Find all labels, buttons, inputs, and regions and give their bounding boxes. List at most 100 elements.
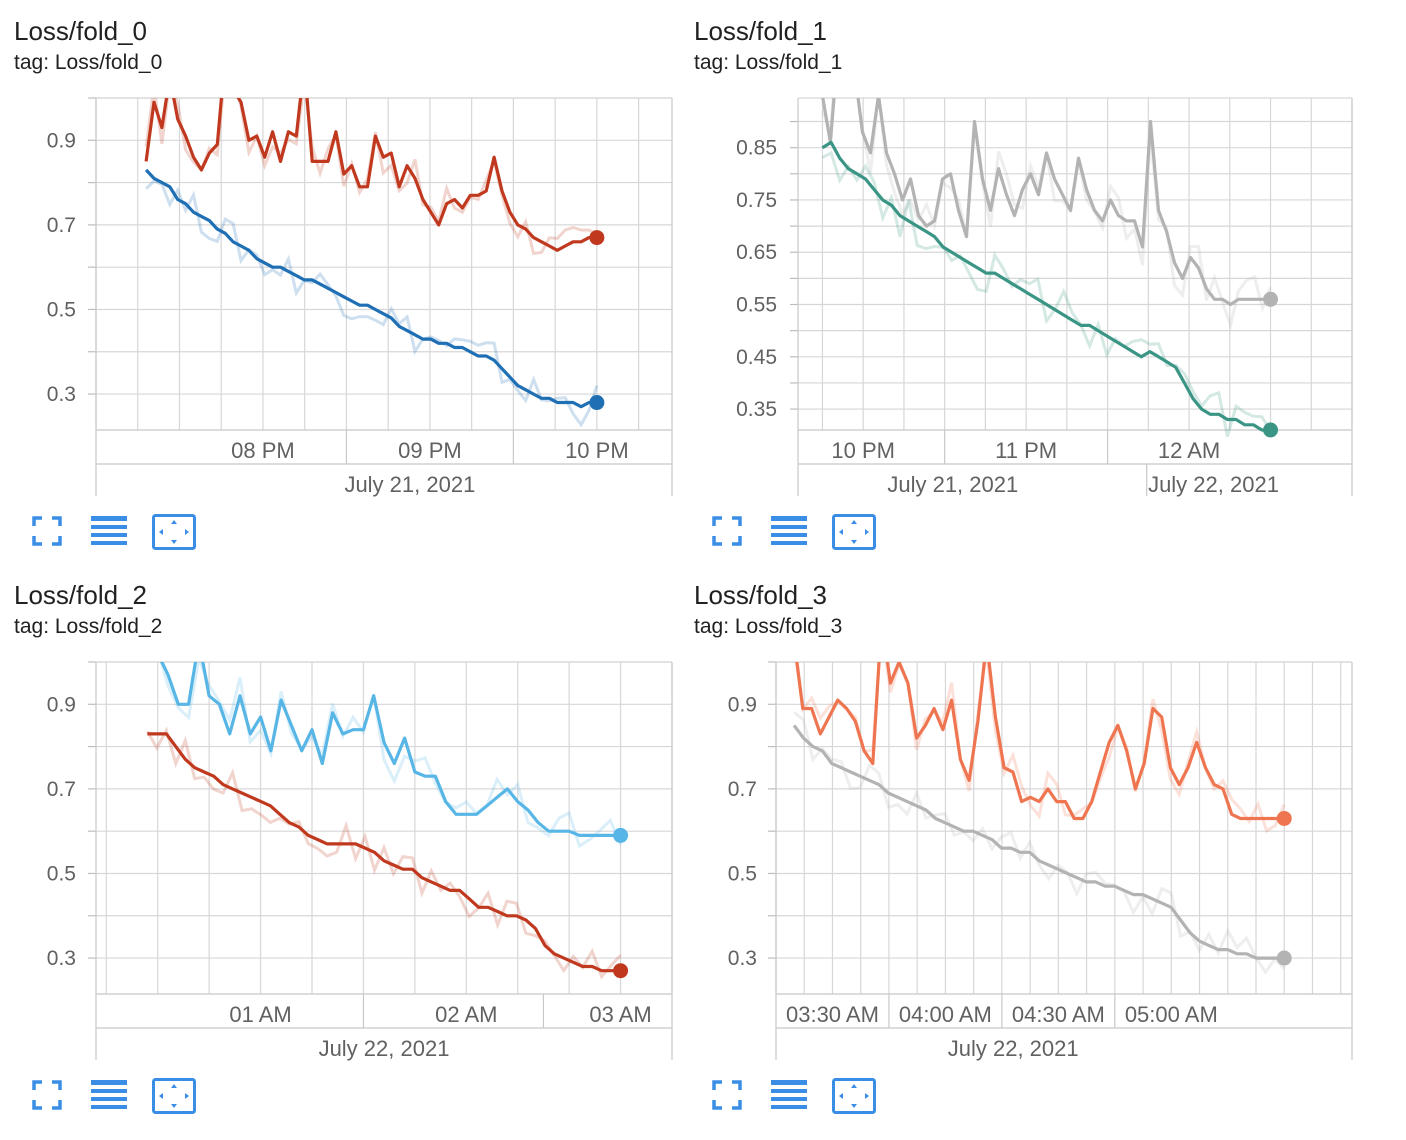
grid bbox=[88, 661, 673, 994]
y-tick-label: 0.9 bbox=[728, 693, 757, 716]
series-line[interactable] bbox=[821, 43, 1271, 307]
y-tick-label: 0.7 bbox=[728, 778, 757, 801]
date-label: July 22, 2021 bbox=[948, 1036, 1079, 1061]
chart-tag: tag: Loss/fold_2 bbox=[14, 615, 163, 638]
date-label: July 22, 2021 bbox=[1148, 472, 1279, 497]
y-axis: 0.85 0.75 0.65 0.55 0.45 0.35 bbox=[736, 137, 777, 421]
y-tick-label: 0.9 bbox=[47, 693, 76, 716]
y-tick-label: 0.9 bbox=[47, 129, 76, 152]
fit-domain-icon[interactable] bbox=[152, 514, 196, 550]
series-line[interactable] bbox=[144, 168, 597, 409]
y-tick-label: 0.45 bbox=[736, 346, 777, 369]
y-tick-label: 0.55 bbox=[736, 294, 777, 317]
line-chart[interactable]: 01 AM 02 AM 03 AM July 22, 2021 0.9 0.7 0.5 0.3 bbox=[0, 564, 700, 1064]
y-axis: 0.9 0.7 0.5 0.3 bbox=[728, 693, 757, 970]
fullscreen-icon[interactable] bbox=[30, 514, 64, 548]
chart-card-fold-1: Loss/fold_1 tag: Loss/fold_1 10 PM 11 PM 1… bbox=[680, 0, 1380, 560]
line-chart[interactable]: 08 PM 09 PM 10 PM July 21, 2021 0.9 0.7 0.5 0.3 bbox=[0, 0, 700, 500]
series-raw-line bbox=[793, 711, 1286, 975]
x-tick-label: 04:30 AM bbox=[1012, 1002, 1105, 1027]
fullscreen-icon[interactable] bbox=[710, 1078, 744, 1112]
y-tick-label: 0.3 bbox=[47, 947, 76, 970]
fullscreen-icon[interactable] bbox=[30, 1078, 64, 1112]
series-endpoint[interactable] bbox=[1263, 291, 1279, 307]
series-raw-line bbox=[159, 662, 622, 849]
series-line[interactable] bbox=[821, 140, 1271, 432]
x-tick-label: 05:00 AM bbox=[1125, 1002, 1218, 1027]
x-tick-label: 12 AM bbox=[1158, 438, 1220, 463]
date-label: July 21, 2021 bbox=[344, 472, 475, 497]
chart-title: Loss/fold_1 bbox=[694, 16, 827, 46]
chart-card-fold-0: Loss/fold_0 tag: Loss/fold_0 08 PM 09 PM 1… bbox=[0, 0, 700, 560]
series-endpoint[interactable] bbox=[613, 827, 629, 843]
chart-tag: tag: Loss/fold_3 bbox=[694, 615, 843, 638]
x-tick-label: 03:30 AM bbox=[786, 1002, 879, 1027]
y-tick-label: 0.5 bbox=[47, 862, 76, 885]
chart-title: Loss/fold_2 bbox=[14, 580, 147, 610]
chart-title: Loss/fold_3 bbox=[694, 580, 827, 610]
y-tick-label: 0.65 bbox=[736, 241, 777, 264]
toggle-log-icon[interactable] bbox=[770, 1078, 807, 1112]
chart-card-fold-3: Loss/fold_3 tag: Loss/fold_3 03:30 AM 04:… bbox=[680, 564, 1380, 1124]
fullscreen-icon[interactable] bbox=[710, 514, 744, 548]
fit-domain-icon[interactable] bbox=[152, 1078, 196, 1114]
x-axis: 03:30 AM 04:00 AM 04:30 AM 05:00 AM July 22,… bbox=[775, 661, 1353, 1061]
series-raw-line bbox=[821, 150, 1272, 438]
y-tick-label: 0.5 bbox=[728, 862, 757, 885]
y-tick-label: 0.5 bbox=[47, 298, 76, 321]
grid bbox=[88, 97, 672, 430]
series-line[interactable] bbox=[144, 56, 597, 252]
y-tick-label: 0.3 bbox=[47, 383, 76, 406]
series-raw-line bbox=[145, 179, 599, 428]
series-group bbox=[144, 56, 599, 428]
series-line[interactable] bbox=[147, 732, 621, 973]
x-tick-label: 04:00 AM bbox=[899, 1002, 992, 1027]
fit-domain-icon[interactable] bbox=[832, 1078, 876, 1114]
x-tick-label: 10 PM bbox=[831, 438, 895, 463]
grid bbox=[790, 98, 1353, 430]
chart-tag: tag: Loss/fold_1 bbox=[694, 51, 843, 74]
date-label: July 21, 2021 bbox=[887, 472, 1018, 497]
series-line[interactable] bbox=[794, 620, 1285, 821]
series-raw-line bbox=[146, 726, 622, 980]
y-tick-label: 0.85 bbox=[736, 137, 777, 160]
toggle-log-icon[interactable] bbox=[90, 514, 127, 548]
series-group bbox=[792, 620, 1286, 975]
series-line[interactable] bbox=[147, 641, 621, 837]
y-tick-label: 0.75 bbox=[736, 189, 777, 212]
chart-tag: tag: Loss/fold_0 bbox=[14, 51, 163, 74]
series-endpoint[interactable] bbox=[589, 230, 605, 246]
grid bbox=[768, 661, 1352, 994]
toggle-log-icon[interactable] bbox=[90, 1078, 127, 1112]
y-tick-label: 0.7 bbox=[47, 214, 76, 237]
x-tick-label: 09 PM bbox=[398, 438, 462, 463]
line-chart[interactable]: 10 PM 11 PM 12 AM July 21, 2021 July 22, 202… bbox=[680, 0, 1380, 500]
series-group bbox=[821, 43, 1272, 438]
y-tick-label: 0.35 bbox=[736, 398, 777, 421]
x-tick-label: 02 AM bbox=[435, 1002, 497, 1027]
series-endpoint[interactable] bbox=[1276, 810, 1292, 826]
series-endpoint[interactable] bbox=[1263, 422, 1279, 438]
toggle-log-icon[interactable] bbox=[770, 514, 807, 548]
x-axis: 08 PM 09 PM 10 PM July 21, 2021 bbox=[95, 97, 673, 497]
chart-title: Loss/fold_0 bbox=[14, 16, 147, 46]
line-chart[interactable]: 03:30 AM 04:00 AM 04:30 AM 05:00 AM July 22,… bbox=[680, 564, 1380, 1064]
series-endpoint[interactable] bbox=[1276, 950, 1292, 966]
x-tick-label: 03 AM bbox=[589, 1002, 651, 1027]
x-axis: 01 AM 02 AM 03 AM July 22, 2021 bbox=[95, 661, 673, 1061]
series-endpoint[interactable] bbox=[613, 963, 629, 979]
y-tick-label: 0.3 bbox=[728, 947, 757, 970]
x-axis: 10 PM 11 PM 12 AM July 21, 2021 July 22, 202… bbox=[797, 97, 1353, 497]
y-axis: 0.9 0.7 0.5 0.3 bbox=[47, 693, 76, 970]
x-tick-label: 08 PM bbox=[231, 438, 295, 463]
fit-domain-icon[interactable] bbox=[832, 514, 876, 550]
series-line[interactable] bbox=[792, 724, 1285, 960]
x-tick-label: 10 PM bbox=[565, 438, 629, 463]
series-endpoint[interactable] bbox=[589, 395, 605, 411]
x-tick-label: 01 AM bbox=[229, 1002, 291, 1027]
y-axis: 0.9 0.7 0.5 0.3 bbox=[47, 129, 76, 406]
y-tick-label: 0.7 bbox=[47, 778, 76, 801]
series-group bbox=[146, 641, 622, 980]
chart-card-fold-2: Loss/fold_2 tag: Loss/fold_2 01 AM 02 AM 0… bbox=[0, 564, 700, 1124]
x-tick-label: 11 PM bbox=[995, 438, 1057, 463]
